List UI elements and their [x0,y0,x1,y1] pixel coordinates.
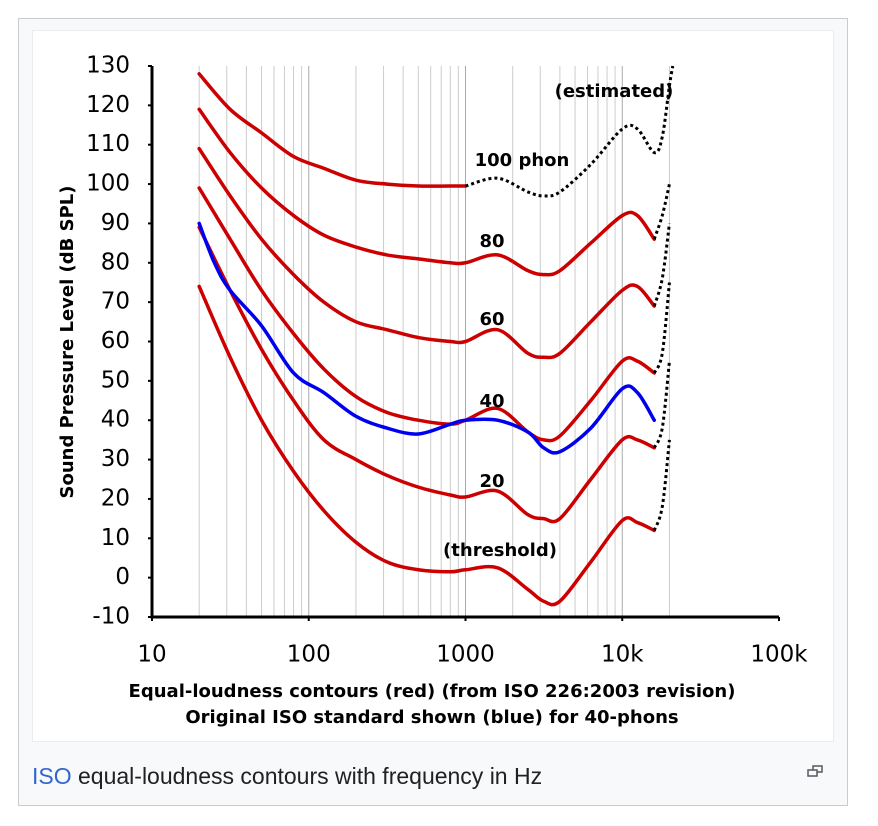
x-tick-label: 10k [601,642,644,668]
y-tick-label: 100 [86,171,130,197]
estimated-line [652,439,671,531]
y-tick-label: 10 [101,525,130,551]
annotation: 60 [479,309,504,330]
contour-line [197,146,656,360]
y-tick-label: 130 [86,53,130,79]
y-tick-label: 50 [101,367,130,393]
enlarge-icon[interactable] [807,765,823,777]
y-tick-label: 70 [101,289,130,315]
y-tick-label: 80 [101,249,130,275]
estimated-line [652,361,671,449]
y-tick-label: 20 [101,485,130,511]
chart-image[interactable] [32,30,834,742]
x-tick-label: 1000 [436,642,495,668]
y-axis-label: Sound Pressure Level (dB SPL) [57,186,78,499]
x-tick-label: 10 [137,642,166,668]
chart: -10 0 10 20 30 40 50 60 70 80 90 100 110 120 130 10 100 1… [57,53,808,729]
annotation: 80 [479,231,504,252]
x-tick-label: 100k [750,642,808,668]
y-tick-label: 30 [101,446,130,472]
annotation: 100 phon [475,150,570,171]
annotation: 20 [479,471,504,492]
y-tick-label: 90 [101,210,130,236]
y-tick-label: -10 [92,604,130,630]
caption: ISO equal-loudness contours with frequen… [32,763,542,789]
contour-line [197,221,656,455]
x-tick-label: 100 [287,642,331,668]
y-tick-label: 40 [101,407,130,433]
y-tick-label: 60 [101,328,130,354]
annotation: (estimated) [555,81,674,102]
estimated-line [652,183,671,240]
caption-text: equal-loudness contours with frequency i… [78,763,542,789]
y-tick-label: 110 [86,131,130,157]
annotation: (threshold) [443,540,557,561]
contour-line [197,72,468,188]
y-tick-label: 120 [86,92,130,118]
contour-line [197,107,656,277]
x-axis-label: Original ISO standard shown (blue) for 4… [185,707,678,728]
x-axis-label: Equal-loudness contours (red) (from ISO … [129,681,736,702]
contour-line [197,284,656,607]
y-tick-label: 0 [115,564,130,590]
caption-link[interactable]: ISO [32,763,72,789]
contour-line [197,225,656,524]
annotation: 40 [479,391,504,412]
